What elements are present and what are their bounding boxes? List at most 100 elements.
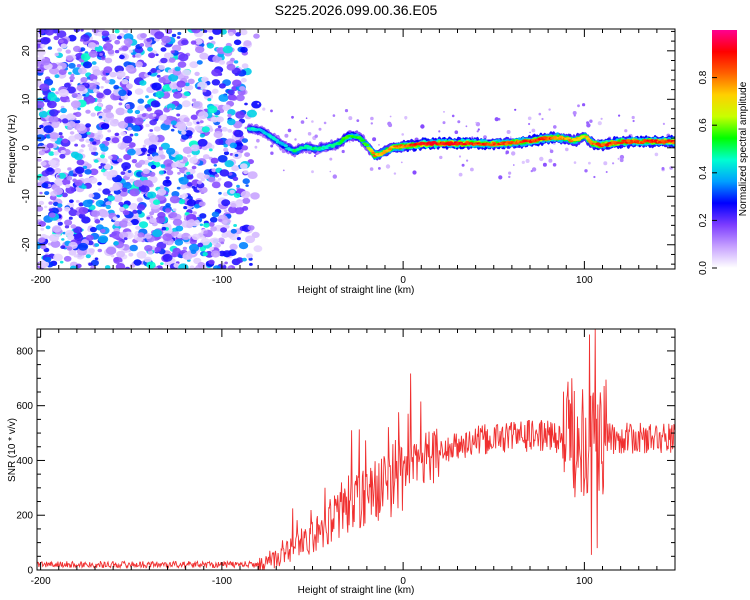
spectrogram-cell <box>528 122 531 126</box>
spectrogram-cell <box>190 40 197 45</box>
spectrogram-cell <box>128 49 133 53</box>
spectrogram-cell <box>209 246 214 251</box>
spectrogram-cell <box>511 151 516 156</box>
spectrogram-cell <box>211 79 221 86</box>
spectrogram-cell <box>228 206 237 214</box>
spectrogram-cell <box>74 179 83 186</box>
spectrogram-cell <box>114 132 120 137</box>
spectrogram-cell <box>224 160 234 168</box>
spectrogram-cell <box>236 257 244 263</box>
figure-title: S225.2026.099.00.36.E05 <box>275 2 438 18</box>
spectrogram-cell <box>135 225 141 230</box>
spectrogram-cell <box>241 63 249 69</box>
spectrogram-cell <box>99 53 103 56</box>
spectrogram-cell <box>48 159 57 166</box>
spectrogram-cell <box>157 188 167 196</box>
snr-ytick-label: 400 <box>16 456 33 467</box>
spectrogram-cell <box>311 170 314 174</box>
spectrogram-cell <box>57 47 63 52</box>
spectrogram-cell <box>671 141 675 144</box>
spectrogram-cell <box>87 143 93 148</box>
spectrogram-cell <box>134 133 139 137</box>
spectrogram-cell <box>247 225 255 231</box>
spectrogram-cell <box>222 250 232 258</box>
spectrogram-cell <box>40 227 45 231</box>
spectrogram-cell <box>86 76 91 80</box>
spectrogram-cell <box>370 122 373 125</box>
spectrogram-cell <box>40 244 47 250</box>
spectrogram-cell <box>147 71 152 76</box>
spectrogram-xtick-label: -200 <box>31 275 51 286</box>
spectrogram-cell <box>81 185 87 190</box>
spectrogram-cell <box>116 70 126 78</box>
spectrogram-cell <box>116 250 125 258</box>
spectrogram-cell <box>514 108 517 111</box>
spectrogram-cell <box>172 208 177 212</box>
spectrogram-cell <box>369 167 374 171</box>
spectrogram-cell <box>104 119 110 124</box>
spectrogram-cell <box>68 71 72 75</box>
spectrogram-cell <box>103 88 112 96</box>
spectrogram-cell <box>132 54 136 58</box>
spectrogram-ytick-label: 20 <box>21 45 32 57</box>
spectrogram-cell <box>209 216 218 223</box>
spectrogram-cell <box>187 154 191 158</box>
spectrogram-cell <box>142 180 148 185</box>
colorbar-tick-label: 0.4 <box>698 165 709 179</box>
spectrogram-cell <box>531 167 537 172</box>
spectrogram-cell <box>603 161 608 166</box>
spectrogram-cell <box>227 89 235 96</box>
colorbar-label: Normalized spectral amplitude <box>738 81 749 216</box>
spectrogram-cell <box>372 137 377 142</box>
spectrogram-cell <box>49 132 59 140</box>
spectrogram-cell <box>139 43 145 47</box>
spectrogram-cell <box>427 141 432 145</box>
spectrogram-cell <box>45 225 51 230</box>
spectrogram-cell <box>78 213 86 219</box>
spectrogram-cell <box>174 91 178 95</box>
spectrogram-cell <box>195 46 205 54</box>
spectrogram-cell <box>341 149 345 154</box>
spectrogram-cell <box>149 119 157 126</box>
spectrogram-cell <box>66 86 77 94</box>
spectrogram-cell <box>153 199 161 205</box>
spectrogram-cell <box>79 47 86 52</box>
spectrogram-cell <box>147 47 153 52</box>
snr-ytick-label: 200 <box>16 511 33 522</box>
spectrogram-cell <box>181 100 191 108</box>
spectrogram-cell <box>99 143 106 149</box>
spectrogram-cell <box>240 46 248 53</box>
spectrogram-cell <box>198 186 208 194</box>
spectrogram-cell <box>88 248 95 254</box>
spectrogram-cell <box>73 133 82 140</box>
spectrogram-cell <box>178 53 189 62</box>
spectrogram-cell <box>86 131 91 135</box>
spectrogram-cell <box>43 125 54 134</box>
spectrogram-cell <box>127 127 132 131</box>
spectrogram-cell <box>47 100 57 109</box>
spectrogram-noise-layer <box>37 29 263 269</box>
snr-ytick-label: 0 <box>27 566 33 577</box>
spectrogram-cell <box>100 123 110 130</box>
spectrogram-cell <box>166 169 174 176</box>
spectrogram-cell <box>291 115 294 119</box>
spectrogram-cell <box>218 60 226 65</box>
spectrogram-cell <box>181 130 187 135</box>
spectrogram-cell <box>52 225 62 233</box>
spectrogram-cell <box>120 171 126 176</box>
spectrogram-cell <box>197 138 208 147</box>
spectrogram-cell <box>110 254 115 258</box>
spectrogram-cell <box>199 52 209 60</box>
spectrogram-cell <box>358 137 363 140</box>
spectrogram-cell <box>161 226 167 231</box>
spectrogram-cell <box>144 245 153 252</box>
spectrogram-cell <box>200 238 211 246</box>
spectrogram-cell <box>196 172 205 179</box>
spectrogram-cell <box>527 116 532 121</box>
spectrogram-cell <box>103 108 109 114</box>
spectrogram-cell <box>80 29 84 32</box>
spectrogram-cell <box>262 107 266 111</box>
spectrogram-cell <box>211 68 222 77</box>
spectrogram-cell <box>114 49 120 54</box>
spectrogram-cell <box>213 131 223 139</box>
